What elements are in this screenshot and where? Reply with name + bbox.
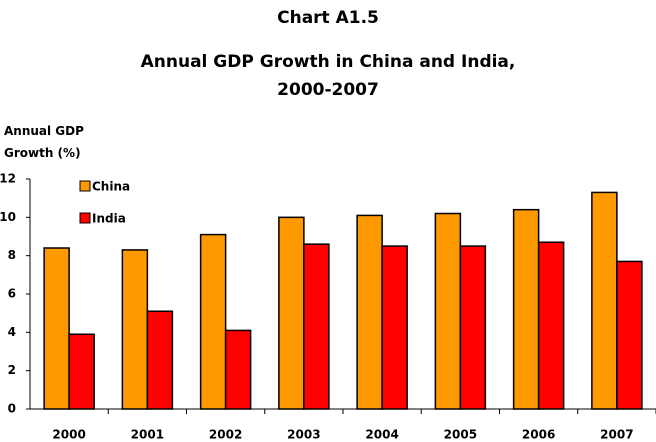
bar [434,212,462,410]
x-tick-label: 2000 [52,428,85,442]
bar [146,310,174,410]
x-tick-label: 2002 [209,428,242,442]
bar [278,216,305,410]
bar [224,329,252,410]
x-tick-label: 2007 [600,428,633,442]
y-axis-label: Annual GDP Growth (%) [4,124,84,160]
chart-title: Chart A1.5 [277,8,379,28]
y-tick-label: 12 [0,172,16,186]
bar [303,243,330,410]
bar [616,260,643,410]
y-tick-label: 6 [8,287,16,301]
y-tick-label: 10 [0,210,16,224]
y-tick-label: 2 [8,363,16,377]
bar [537,241,565,410]
legend-label: China [92,180,130,194]
chart-subtitle: Annual GDP Growth in China and India, 20… [140,52,516,100]
y-tick-label: 4 [8,325,16,339]
x-tick-label: 2006 [522,428,555,442]
bar [121,249,149,410]
x-tick-label: 2003 [287,428,320,442]
bar [199,233,227,410]
legend-swatch [79,212,91,224]
bar [381,245,408,410]
bar [43,247,70,410]
x-tick-label: 2001 [131,428,164,442]
bar [459,245,487,410]
bar [68,333,95,410]
bar [356,214,383,410]
y-tick-label: 0 [8,402,16,416]
x-tick-label: 2004 [365,428,398,442]
legend-swatch [79,180,91,192]
x-tick-label: 2005 [444,428,477,442]
bar [512,208,540,410]
legend-label: India [92,212,126,226]
y-tick-label: 8 [8,248,16,262]
bar [591,191,618,410]
